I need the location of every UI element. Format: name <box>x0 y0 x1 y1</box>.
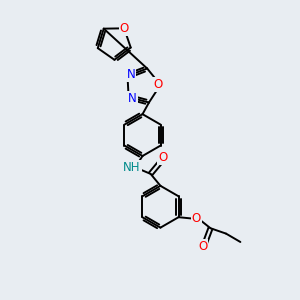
Text: N: N <box>128 92 136 105</box>
Text: N: N <box>127 68 136 81</box>
Text: O: O <box>198 240 207 253</box>
Text: NH: NH <box>123 161 141 174</box>
Text: O: O <box>119 22 129 35</box>
Text: O: O <box>158 151 167 164</box>
Text: O: O <box>192 212 201 225</box>
Text: O: O <box>153 78 163 92</box>
